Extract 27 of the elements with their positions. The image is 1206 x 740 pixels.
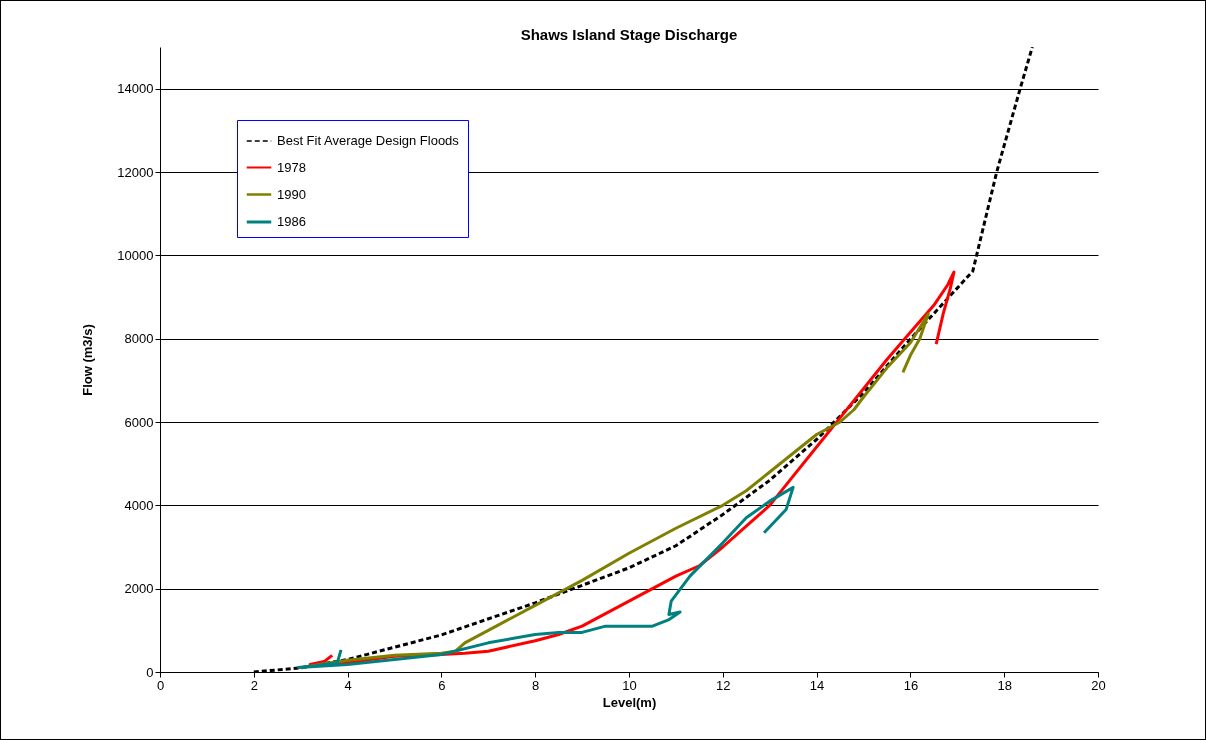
chart-title: Shaws Island Stage Discharge bbox=[520, 26, 738, 43]
y-tick-label: 10000 bbox=[117, 247, 154, 263]
x-tick-label: 18 bbox=[997, 677, 1012, 693]
x-tick-label: 12 bbox=[716, 677, 731, 693]
x-tick-label: 0 bbox=[156, 677, 165, 693]
legend-label: 1978 bbox=[277, 159, 306, 175]
x-tick-label: 10 bbox=[622, 677, 637, 693]
x-tick-label: 16 bbox=[903, 677, 919, 693]
x-axis-title: Level(m) bbox=[602, 694, 657, 710]
x-tick-label: 14 bbox=[809, 677, 825, 693]
legend-label: 1990 bbox=[277, 186, 306, 202]
y-tick-label: 14000 bbox=[117, 81, 154, 97]
legend-label: Best Fit Average Design Floods bbox=[277, 133, 460, 148]
y-tick-label: 2000 bbox=[124, 581, 154, 597]
y-tick-label: 8000 bbox=[124, 331, 154, 347]
y-tick-label: 0 bbox=[146, 664, 154, 680]
y-tick-label: 6000 bbox=[124, 414, 154, 430]
line-series bbox=[296, 485, 795, 669]
x-tick-label: 8 bbox=[532, 677, 540, 693]
y-tick-label: 12000 bbox=[117, 164, 154, 180]
y-tick-label: 4000 bbox=[124, 497, 154, 513]
legend-label: 1986 bbox=[277, 214, 306, 229]
x-tick-label: 6 bbox=[438, 677, 446, 693]
y-axis-title: Flow (m3/s) bbox=[80, 324, 96, 396]
x-tick-label: 20 bbox=[1091, 677, 1106, 693]
x-tick-label: 2 bbox=[250, 677, 258, 693]
x-tick-label: 4 bbox=[344, 677, 352, 693]
